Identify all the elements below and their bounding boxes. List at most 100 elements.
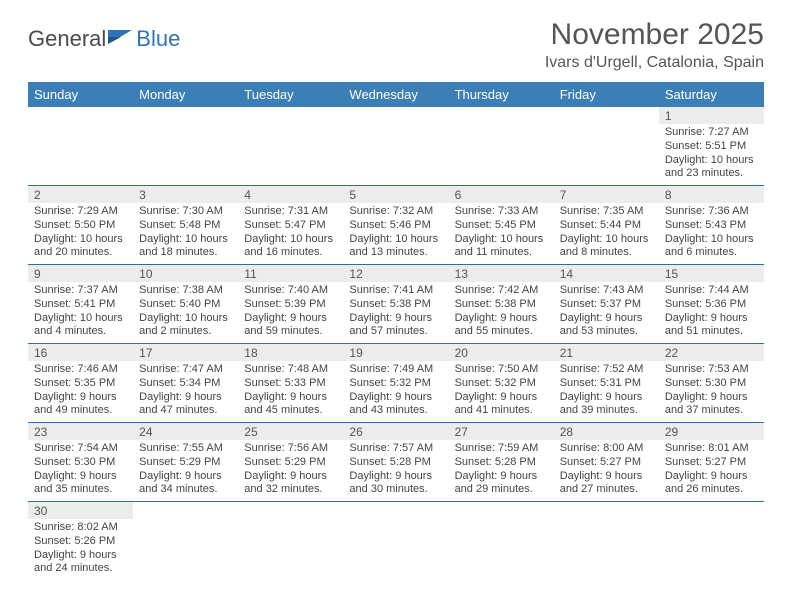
day-details: Sunrise: 7:52 AMSunset: 5:31 PMDaylight:…: [554, 361, 659, 422]
day-details: Sunrise: 7:37 AMSunset: 5:41 PMDaylight:…: [28, 282, 133, 343]
day-details: Sunrise: 7:30 AMSunset: 5:48 PMDaylight:…: [133, 203, 238, 264]
sunset-text: Sunset: 5:27 PM: [665, 456, 758, 470]
day-details: Sunrise: 7:41 AMSunset: 5:38 PMDaylight:…: [343, 282, 448, 343]
sunrise-text: Sunrise: 7:42 AM: [455, 284, 548, 298]
day-details: Sunrise: 7:50 AMSunset: 5:32 PMDaylight:…: [449, 361, 554, 422]
daylight-text: Daylight: 9 hours and 24 minutes.: [34, 549, 127, 577]
sunrise-text: Sunrise: 8:00 AM: [560, 442, 653, 456]
sunrise-text: Sunrise: 8:01 AM: [665, 442, 758, 456]
daylight-text: Daylight: 9 hours and 59 minutes.: [244, 312, 337, 340]
day-number: 13: [449, 265, 554, 282]
sunrise-text: Sunrise: 7:33 AM: [455, 205, 548, 219]
sunset-text: Sunset: 5:27 PM: [560, 456, 653, 470]
calendar-week-row: 1Sunrise: 7:27 AMSunset: 5:51 PMDaylight…: [28, 107, 764, 186]
day-number: 20: [449, 344, 554, 361]
calendar-cell: 18Sunrise: 7:48 AMSunset: 5:33 PMDayligh…: [238, 344, 343, 423]
sunrise-text: Sunrise: 7:49 AM: [349, 363, 442, 377]
day-details: Sunrise: 7:43 AMSunset: 5:37 PMDaylight:…: [554, 282, 659, 343]
day-number: 18: [238, 344, 343, 361]
sunrise-text: Sunrise: 7:32 AM: [349, 205, 442, 219]
sunset-text: Sunset: 5:38 PM: [349, 298, 442, 312]
calendar-cell: 6Sunrise: 7:33 AMSunset: 5:45 PMDaylight…: [449, 186, 554, 265]
sunrise-text: Sunrise: 7:35 AM: [560, 205, 653, 219]
calendar-week-row: 23Sunrise: 7:54 AMSunset: 5:30 PMDayligh…: [28, 423, 764, 502]
day-header-row: Sunday Monday Tuesday Wednesday Thursday…: [28, 82, 764, 107]
day-number: 24: [133, 423, 238, 440]
sunset-text: Sunset: 5:32 PM: [455, 377, 548, 391]
calendar-week-row: 16Sunrise: 7:46 AMSunset: 5:35 PMDayligh…: [28, 344, 764, 423]
day-number: 29: [659, 423, 764, 440]
day-details: Sunrise: 7:56 AMSunset: 5:29 PMDaylight:…: [238, 440, 343, 501]
calendar-cell: 12Sunrise: 7:41 AMSunset: 5:38 PMDayligh…: [343, 265, 448, 344]
daylight-text: Daylight: 9 hours and 55 minutes.: [455, 312, 548, 340]
daylight-text: Daylight: 9 hours and 26 minutes.: [665, 470, 758, 498]
sunrise-text: Sunrise: 7:56 AM: [244, 442, 337, 456]
daylight-text: Daylight: 10 hours and 6 minutes.: [665, 233, 758, 261]
day-details: Sunrise: 7:42 AMSunset: 5:38 PMDaylight:…: [449, 282, 554, 343]
calendar-cell: 5Sunrise: 7:32 AMSunset: 5:46 PMDaylight…: [343, 186, 448, 265]
sunset-text: Sunset: 5:48 PM: [139, 219, 232, 233]
calendar-cell: 29 Sunrise: 8:01 AMSunset: 5:27 PMDayligh…: [659, 423, 764, 502]
logo-flag-icon: [108, 28, 134, 46]
day-details: Sunrise: 7:40 AMSunset: 5:39 PMDaylight:…: [238, 282, 343, 343]
day-number: 8: [659, 186, 764, 203]
calendar-cell: [449, 502, 554, 581]
day-details: Sunrise: 7:33 AMSunset: 5:45 PMDaylight:…: [449, 203, 554, 264]
sunset-text: Sunset: 5:46 PM: [349, 219, 442, 233]
sunset-text: Sunset: 5:28 PM: [455, 456, 548, 470]
calendar-cell: [28, 107, 133, 186]
day-details: Sunrise: 7:47 AMSunset: 5:34 PMDaylight:…: [133, 361, 238, 422]
sunset-text: Sunset: 5:31 PM: [560, 377, 653, 391]
daylight-text: Daylight: 9 hours and 32 minutes.: [244, 470, 337, 498]
sunset-text: Sunset: 5:50 PM: [34, 219, 127, 233]
calendar-cell: [659, 502, 764, 581]
calendar-cell: [343, 107, 448, 186]
day-number: 28: [554, 423, 659, 440]
calendar-cell: 25Sunrise: 7:56 AMSunset: 5:29 PMDayligh…: [238, 423, 343, 502]
calendar-cell: [238, 107, 343, 186]
daylight-text: Daylight: 9 hours and 51 minutes.: [665, 312, 758, 340]
col-sunday: Sunday: [28, 82, 133, 107]
day-details: Sunrise: 7:49 AMSunset: 5:32 PMDaylight:…: [343, 361, 448, 422]
logo-text-general: General: [28, 26, 106, 52]
calendar-cell: 7Sunrise: 7:35 AMSunset: 5:44 PMDaylight…: [554, 186, 659, 265]
calendar-cell: 26Sunrise: 7:57 AMSunset: 5:28 PMDayligh…: [343, 423, 448, 502]
day-number: 3: [133, 186, 238, 203]
calendar-cell: 20Sunrise: 7:50 AMSunset: 5:32 PMDayligh…: [449, 344, 554, 423]
calendar-week-row: 2Sunrise: 7:29 AMSunset: 5:50 PMDaylight…: [28, 186, 764, 265]
day-number: 27: [449, 423, 554, 440]
day-number: 10: [133, 265, 238, 282]
day-details: Sunrise: 7:31 AMSunset: 5:47 PMDaylight:…: [238, 203, 343, 264]
daylight-text: Daylight: 9 hours and 39 minutes.: [560, 391, 653, 419]
calendar-week-row: 30Sunrise: 8:02 AMSunset: 5:26 PMDayligh…: [28, 502, 764, 581]
sunrise-text: Sunrise: 7:53 AM: [665, 363, 758, 377]
calendar-cell: 11Sunrise: 7:40 AMSunset: 5:39 PMDayligh…: [238, 265, 343, 344]
sunset-text: Sunset: 5:43 PM: [665, 219, 758, 233]
calendar-cell: 14Sunrise: 7:43 AMSunset: 5:37 PMDayligh…: [554, 265, 659, 344]
calendar-cell: 15Sunrise: 7:44 AMSunset: 5:36 PMDayligh…: [659, 265, 764, 344]
calendar-cell: [133, 502, 238, 581]
sunrise-text: Sunrise: 7:43 AM: [560, 284, 653, 298]
day-number: 9: [28, 265, 133, 282]
daylight-text: Daylight: 9 hours and 41 minutes.: [455, 391, 548, 419]
calendar-cell: 30Sunrise: 8:02 AMSunset: 5:26 PMDayligh…: [28, 502, 133, 581]
calendar-cell: 22Sunrise: 7:53 AMSunset: 5:30 PMDayligh…: [659, 344, 764, 423]
calendar-cell: 17Sunrise: 7:47 AMSunset: 5:34 PMDayligh…: [133, 344, 238, 423]
sunrise-text: Sunrise: 7:29 AM: [34, 205, 127, 219]
daylight-text: Daylight: 10 hours and 20 minutes.: [34, 233, 127, 261]
day-details: Sunrise: 7:59 AMSunset: 5:28 PMDaylight:…: [449, 440, 554, 501]
daylight-text: Daylight: 9 hours and 35 minutes.: [34, 470, 127, 498]
sunset-text: Sunset: 5:38 PM: [455, 298, 548, 312]
day-details: Sunrise: 7:27 AMSunset: 5:51 PMDaylight:…: [659, 124, 764, 185]
sunrise-text: Sunrise: 7:59 AM: [455, 442, 548, 456]
day-details: Sunrise: 7:38 AMSunset: 5:40 PMDaylight:…: [133, 282, 238, 343]
sunrise-text: Sunrise: 7:40 AM: [244, 284, 337, 298]
daylight-text: Daylight: 10 hours and 13 minutes.: [349, 233, 442, 261]
logo: General Blue: [28, 18, 180, 52]
sunset-text: Sunset: 5:30 PM: [34, 456, 127, 470]
calendar-cell: 23Sunrise: 7:54 AMSunset: 5:30 PMDayligh…: [28, 423, 133, 502]
col-tuesday: Tuesday: [238, 82, 343, 107]
calendar-cell: 8Sunrise: 7:36 AMSunset: 5:43 PMDaylight…: [659, 186, 764, 265]
day-number: 21: [554, 344, 659, 361]
sunrise-text: Sunrise: 7:52 AM: [560, 363, 653, 377]
